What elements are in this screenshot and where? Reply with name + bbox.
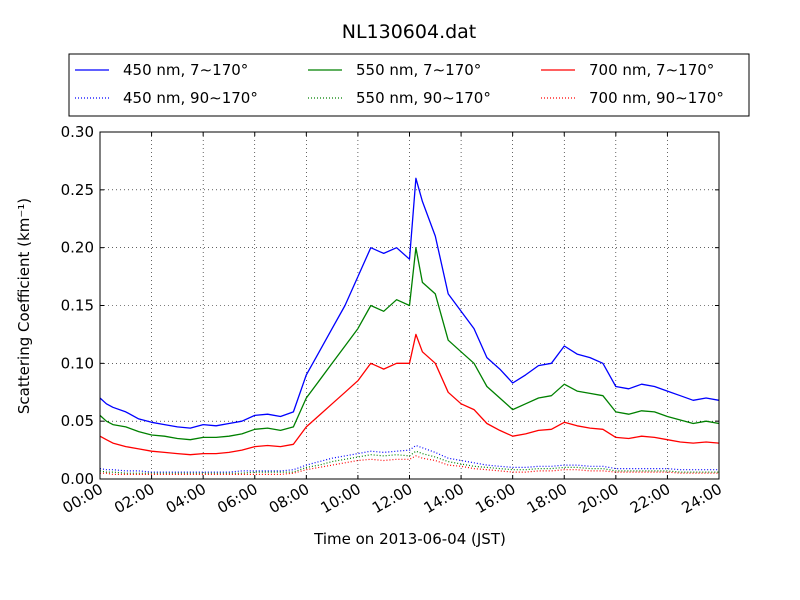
series-line	[99, 177, 720, 429]
legend-label: 450 nm, 7∼170°	[123, 61, 248, 79]
chart-title: NL130604.dat	[342, 21, 477, 43]
plot-area: 00:00 02:00 04:00 06:00 08:00 10:00 12:00 14:00…	[60, 123, 725, 517]
x-axis-label: Time on 2013-06-04 (JST)	[313, 530, 506, 548]
x-tick-label: 08:00	[266, 480, 312, 517]
y-tick-label: 0.15	[61, 297, 94, 315]
x-tick-label: 18:00	[524, 480, 570, 517]
series-line	[99, 444, 719, 473]
x-tick-label: 10:00	[317, 480, 363, 517]
x-tick-label: 20:00	[575, 480, 621, 517]
x-tick-label: 22:00	[627, 480, 673, 517]
legend-label: 450 nm, 90∼170°	[123, 89, 258, 107]
y-tick-label: 0.30	[61, 123, 94, 141]
series-line	[99, 333, 720, 456]
x-tick-label: 12:00	[369, 480, 415, 517]
y-axis-label: Scattering Coefficient (km⁻¹)	[15, 198, 33, 414]
legend-frame	[68, 53, 750, 117]
y-tick-label: 0.25	[61, 181, 94, 199]
legend-label: 550 nm, 90∼170°	[356, 89, 491, 107]
y-tick-label: 0.05	[61, 412, 94, 430]
x-tick-label: 02:00	[111, 480, 157, 517]
series-layer	[99, 177, 720, 475]
y-tick-label: 0.10	[61, 354, 94, 372]
series-line	[99, 247, 720, 441]
legend-label: 700 nm, 7∼170°	[589, 61, 714, 79]
y-tick-label: 0.00	[61, 470, 94, 488]
legend: 450 nm, 7∼170° 550 nm, 7∼170° 700 nm, 7∼17…	[68, 53, 750, 117]
legend-label: 550 nm, 7∼170°	[356, 61, 481, 79]
x-tick-label: 06:00	[214, 480, 260, 517]
y-tick-label: 0.20	[61, 239, 94, 257]
x-tick-label: 16:00	[472, 480, 518, 517]
x-tick-label: 24:00	[679, 480, 725, 517]
legend-label: 700 nm, 90∼170°	[589, 89, 724, 107]
x-tick-label: 14:00	[421, 480, 467, 517]
x-tick-label: 04:00	[163, 480, 209, 517]
